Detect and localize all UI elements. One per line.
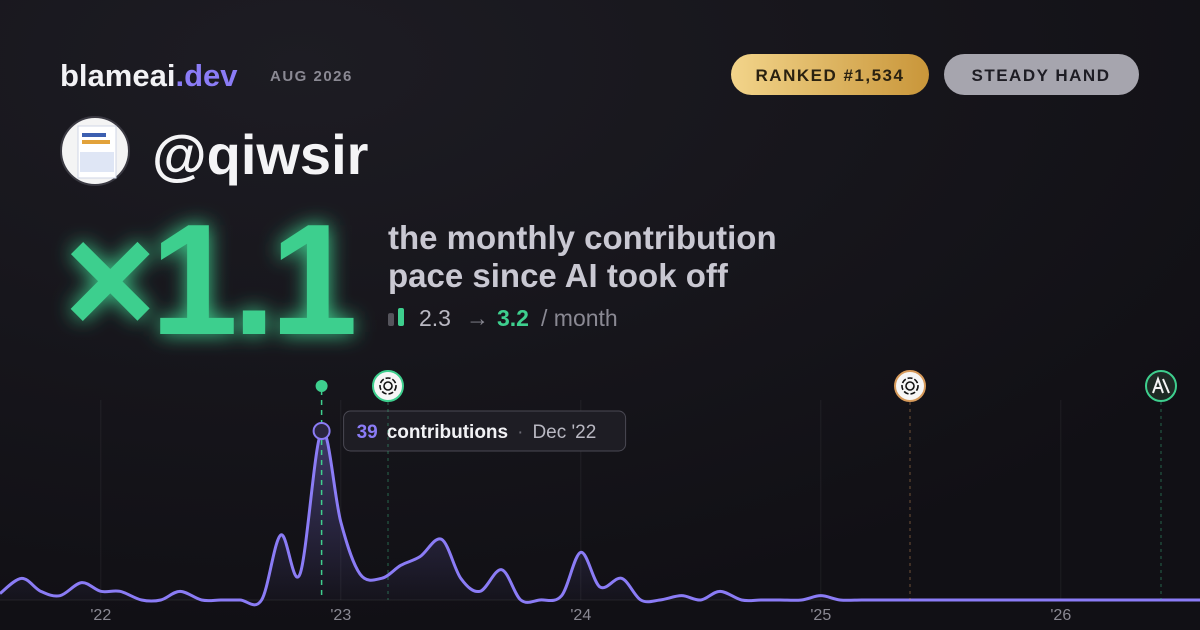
pace-unit: / month [541, 305, 618, 331]
tooltip-unit: contributions [387, 422, 508, 443]
tooltip-text: 39 contributions · Dec '22 [357, 422, 597, 443]
event-markers [372, 370, 1177, 600]
x-tick-label: '26 [1050, 607, 1071, 624]
avatar [60, 116, 130, 186]
description-line: pace since AI took off [388, 257, 729, 294]
openai-logo [901, 377, 919, 395]
openai-logo [379, 377, 397, 395]
line [0, 429, 1200, 607]
pace-row: 2.3 → 3.2 / month [388, 305, 618, 331]
rank-badge [731, 54, 929, 95]
tooltip [343, 410, 627, 452]
pace-after: 3.2 [497, 305, 529, 331]
highlight-point [312, 422, 331, 440]
description-line: the monthly contribution [388, 219, 777, 256]
pace-bar-after [398, 308, 404, 326]
pace-arrow: → [466, 305, 489, 331]
tooltip-date: Dec '22 [532, 422, 596, 443]
x-tick-label: '23 [330, 607, 351, 624]
tooltip-separator: · [517, 422, 523, 443]
x-tick-label: '24 [570, 607, 591, 624]
brand-name: blameai [60, 58, 175, 93]
pace-bar-before [388, 313, 394, 326]
period: AUG 2026 [270, 68, 353, 85]
chart: '22 '23 '24 '25 '26 39 contributions · Dec '22 [0, 380, 1200, 624]
event-icon [894, 370, 926, 402]
x-tick-label: '22 [90, 607, 111, 624]
pace-before: 2.3 [419, 305, 451, 331]
rank-badge-text: RANKED #1,534 [756, 66, 905, 85]
anthropic-logo [1152, 376, 1170, 394]
multiplier: ×1.1 [64, 192, 354, 368]
brand: blameai.dev [60, 58, 238, 93]
event-icon [372, 370, 404, 402]
x-tick-label: '25 [810, 607, 831, 624]
handle: @qiwsir [152, 123, 368, 186]
style-badge [944, 54, 1139, 95]
tooltip-value: 39 [357, 422, 378, 443]
style-badge-text: STEADY HAND [972, 66, 1111, 85]
brand-tld: .dev [175, 58, 238, 93]
highlight-dot [315, 380, 328, 392]
